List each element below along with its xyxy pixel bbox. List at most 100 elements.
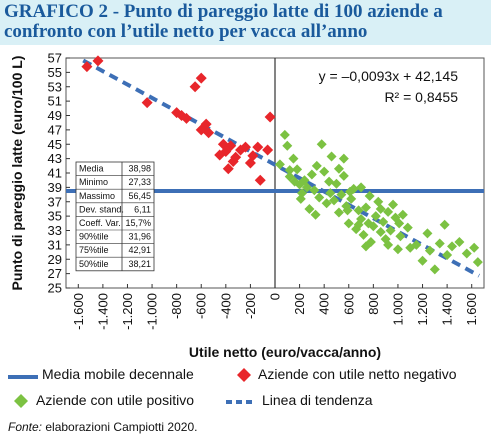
stats-value: 6,11 xyxy=(134,204,151,214)
y-tick-label: 33 xyxy=(48,223,62,238)
positive-point xyxy=(360,202,371,213)
y-tick-label: 45 xyxy=(48,137,62,152)
positive-point xyxy=(472,257,483,268)
positive-point xyxy=(378,216,389,227)
positive-point xyxy=(368,221,379,232)
x-tick-label: 400 xyxy=(317,293,332,315)
positive-point xyxy=(429,264,440,275)
stats-label: Coeff. Var. xyxy=(79,218,121,228)
positive-point xyxy=(417,255,428,266)
positive-point xyxy=(295,193,306,204)
negative-point xyxy=(230,151,242,163)
y-tick-label: 29 xyxy=(48,252,62,267)
positive-point xyxy=(309,185,320,196)
negative-point xyxy=(244,157,256,169)
positive-point xyxy=(383,239,394,250)
legend-positive: Aziende con utile positivo xyxy=(36,392,194,408)
x-tick-label: -1.200 xyxy=(120,293,135,330)
positive-point xyxy=(314,192,325,203)
negative-point xyxy=(225,140,237,152)
legend-trend: Linea di tendenza xyxy=(262,392,373,408)
stats-value: 38,21 xyxy=(128,259,151,269)
positive-point xyxy=(344,186,355,197)
chart-title: GRAFICO 2 - Punto di pareggio latte di 1… xyxy=(4,1,443,42)
positive-point xyxy=(342,205,353,216)
negative-point xyxy=(222,163,234,175)
x-tick-label: 0 xyxy=(268,293,283,300)
positive-point xyxy=(325,188,336,199)
title-band: GRAFICO 2 - Punto di pareggio latte di 1… xyxy=(0,0,491,45)
negative-point xyxy=(254,174,266,186)
y-tick-label: 47 xyxy=(48,122,62,137)
positive-point xyxy=(411,239,422,250)
positive-point xyxy=(310,209,321,220)
r-squared: R² = 0,8455 xyxy=(384,89,458,105)
positive-point xyxy=(392,244,403,255)
y-tick-label: 49 xyxy=(48,108,62,123)
positive-point xyxy=(336,189,347,200)
negative-point xyxy=(264,111,276,123)
x-tick-label: 200 xyxy=(292,293,307,315)
positive-point xyxy=(447,241,458,252)
negative-point xyxy=(92,55,104,67)
x-tick-label: -600 xyxy=(194,293,209,319)
positive-point xyxy=(353,219,364,230)
x-tick-label: -1.000 xyxy=(145,293,160,330)
stats-label: Dev. stand. xyxy=(79,204,124,214)
stats-label: Media xyxy=(79,164,104,174)
negative-point xyxy=(189,81,201,93)
positive-point xyxy=(338,153,349,164)
x-tick-label: -800 xyxy=(169,293,184,319)
positive-point xyxy=(439,219,450,230)
legend: Media mobile decennale Aziende con utile… xyxy=(0,366,491,416)
y-tick-label: 53 xyxy=(48,79,62,94)
stats-table: Media 38,98 Minimo 27,33 Massimo 56,45 Dev. st… xyxy=(75,161,155,272)
positive-point xyxy=(329,195,340,206)
x-axis-label: Utile netto (euro/vacca/anno) xyxy=(189,344,381,360)
positive-point xyxy=(326,151,337,162)
moving-average-swatch xyxy=(8,375,38,379)
positive-point xyxy=(454,237,465,247)
stats-value: 31,96 xyxy=(128,232,151,242)
positive-point xyxy=(370,211,381,222)
positive-point xyxy=(289,176,300,187)
positive-point xyxy=(306,169,317,180)
legend-negative: Aziende con utile netto negativo xyxy=(258,366,457,382)
negative-point xyxy=(203,127,215,139)
negative-point xyxy=(262,144,274,156)
positive-point xyxy=(284,165,295,176)
positive-point xyxy=(279,129,290,140)
y-tick-label: 31 xyxy=(48,237,62,252)
positive-point xyxy=(434,238,445,249)
stats-value: 15,7% xyxy=(125,218,151,228)
stats-value: 27,33 xyxy=(128,177,151,187)
trend-swatch xyxy=(226,400,256,404)
source-note: Fonte: elaborazioni Campiotti 2020. xyxy=(8,420,197,434)
y-tick-label: 39 xyxy=(48,180,62,195)
positive-point xyxy=(331,178,342,189)
stats-label: 50%tile xyxy=(79,259,109,269)
y-tick-label: 51 xyxy=(48,94,62,109)
y-tick-label: 37 xyxy=(48,194,62,209)
trend-equation: y = –0,0093x + 42,145 xyxy=(319,68,459,84)
positive-point xyxy=(311,160,322,171)
positive-point xyxy=(375,226,386,237)
source-label: Fonte: xyxy=(8,420,43,434)
y-tick-label: 43 xyxy=(48,151,62,166)
positive-point xyxy=(274,159,285,170)
x-tick-label: 1.200 xyxy=(415,293,430,326)
y-tick-label: 35 xyxy=(48,209,62,224)
y-tick-label: 27 xyxy=(48,266,62,281)
positive-point xyxy=(356,182,367,193)
data-points xyxy=(81,55,483,275)
positive-point xyxy=(395,231,406,242)
x-tick-label: 600 xyxy=(341,293,356,315)
negative-point xyxy=(214,149,226,161)
stats-label: Massimo xyxy=(79,191,115,201)
x-axis-ticks: -1.600 -1.400 -1.200 -1.000 -800 -600 -400 -200… xyxy=(71,284,479,330)
positive-point xyxy=(424,245,435,256)
positive-point xyxy=(402,222,413,233)
positive-point xyxy=(353,205,364,216)
